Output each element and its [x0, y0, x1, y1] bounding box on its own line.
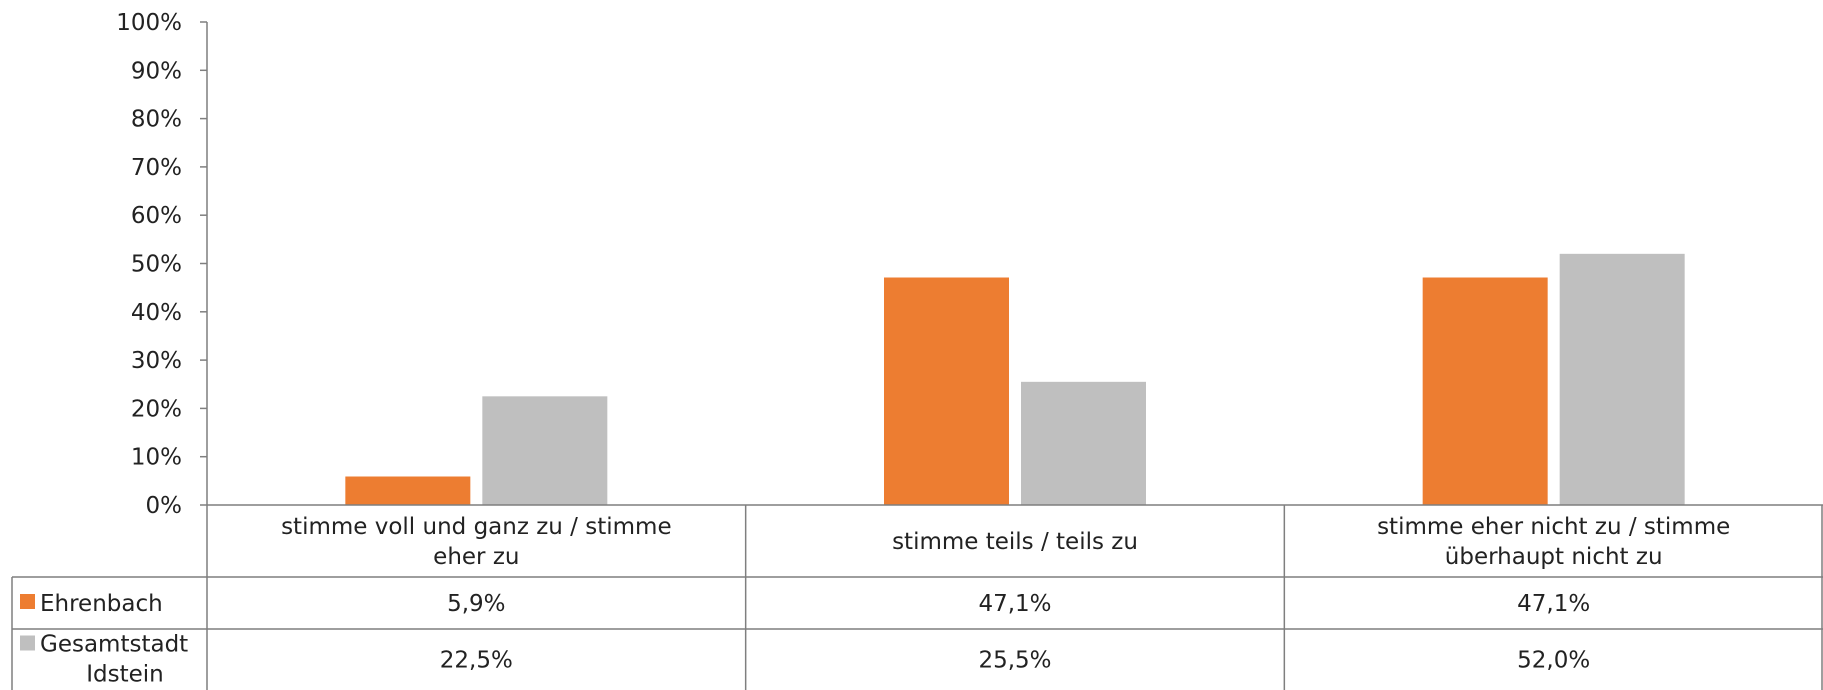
y-tick-label: 30%	[131, 348, 182, 374]
category-label: stimme voll und ganz zu / stimme	[281, 514, 672, 540]
bar	[1422, 277, 1548, 505]
y-tick-label: 20%	[131, 396, 182, 422]
bar	[482, 396, 608, 505]
data-label: 47,1%	[978, 591, 1051, 617]
bar	[884, 277, 1009, 505]
category-label: eher zu	[433, 544, 519, 570]
bar	[345, 476, 471, 505]
data-label: 22,5%	[440, 648, 513, 674]
y-axis: 0% 10% 20% 30% 40% 50% 60% 70% 80% 90% 100%	[116, 10, 208, 519]
category-label: stimme teils / teils zu	[892, 529, 1138, 555]
bar	[1559, 253, 1685, 505]
legend-label: Gesamtstadt	[40, 632, 188, 658]
category-label: stimme eher nicht zu / stimme	[1377, 514, 1730, 540]
legend-key	[20, 594, 35, 609]
y-tick-label: 70%	[131, 155, 182, 181]
bars	[345, 253, 1685, 505]
legend-key	[20, 635, 35, 651]
y-tick-label: 40%	[131, 300, 182, 326]
y-tick-label: 50%	[131, 252, 182, 278]
data-label: 25,5%	[978, 648, 1051, 674]
data-table: stimme voll und ganz zu / stimme eher zu s…	[11, 504, 1823, 690]
y-tick-label: 80%	[131, 107, 182, 133]
data-label: 52,0%	[1517, 648, 1590, 674]
y-tick-label: 60%	[131, 203, 182, 229]
bar	[1021, 381, 1146, 505]
y-tick-label: 100%	[116, 10, 182, 36]
category-label: überhaupt nicht zu	[1445, 544, 1663, 570]
legend-label: Ehrenbach	[40, 591, 163, 617]
y-tick-label: 90%	[131, 58, 182, 84]
legend-label: Idstein	[86, 662, 164, 688]
y-tick-label: 10%	[131, 445, 182, 471]
data-label: 5,9%	[447, 591, 505, 617]
y-tick-label: 0%	[146, 493, 183, 519]
data-label: 47,1%	[1517, 591, 1590, 617]
